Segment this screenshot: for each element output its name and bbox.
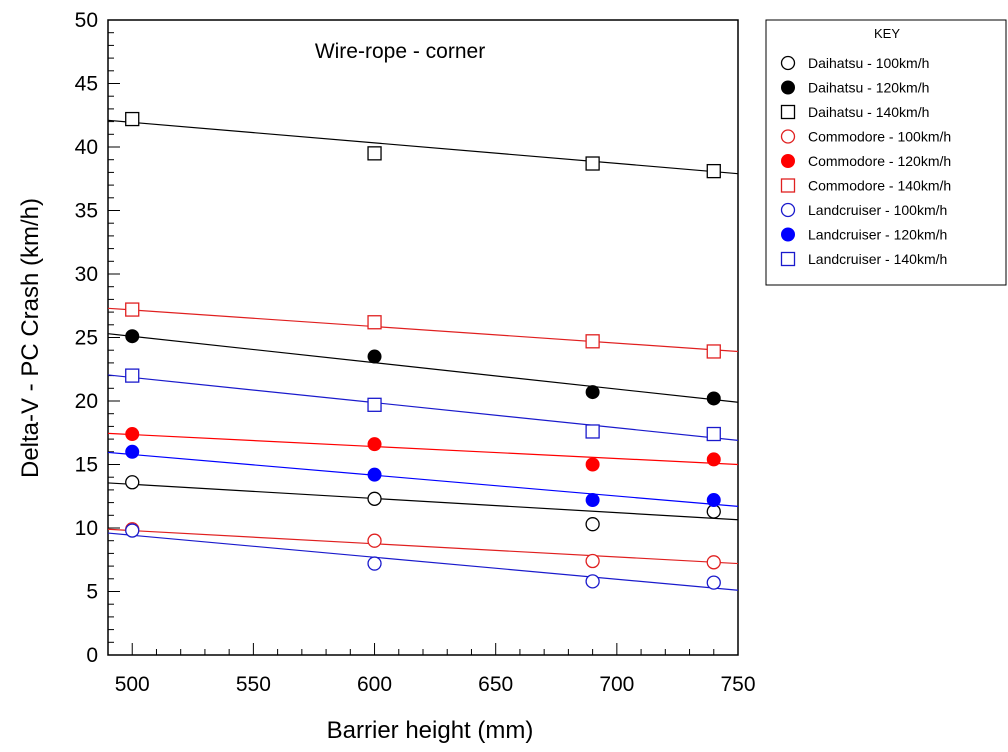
legend-label: Commodore - 140km/h <box>808 178 951 194</box>
fit-line <box>107 451 739 508</box>
legend-marker <box>780 251 796 267</box>
legend-marker <box>781 227 795 242</box>
data-point <box>367 467 382 482</box>
x-tick-label: 750 <box>720 673 755 696</box>
data-point <box>706 344 721 359</box>
x-tick-label: 700 <box>599 673 634 696</box>
y-tick-label: 5 <box>86 581 98 604</box>
plot-area <box>107 19 739 656</box>
x-tick-label: 550 <box>236 673 271 696</box>
legend: KEY Daihatsu - 100km/h Daihatsu - 120km/h… <box>765 19 1007 286</box>
fit-line <box>107 119 739 175</box>
legend-label: Daihatsu - 100km/h <box>808 55 929 71</box>
data-point <box>367 146 382 161</box>
data-point <box>125 111 140 127</box>
y-tick-label: 20 <box>75 390 98 413</box>
data-point <box>585 493 600 508</box>
data-point <box>367 315 382 330</box>
legend-marker <box>781 80 795 95</box>
y-tick-label: 25 <box>75 327 98 350</box>
data-point <box>367 437 382 452</box>
data-point <box>125 427 140 442</box>
fit-line <box>107 532 739 591</box>
y-axis: 0 5 10 15 20 25 30 35 40 45 50 <box>75 9 120 667</box>
x-tick-label: 600 <box>357 673 392 696</box>
x-axis-title: Barrier height (mm) <box>327 717 534 744</box>
legend-marker <box>780 202 796 218</box>
y-axis-title: Delta-V - PC Crash (km/h) <box>17 198 44 478</box>
plot-frame <box>107 19 739 656</box>
data-point <box>367 491 382 506</box>
fit-line <box>107 528 739 565</box>
y-tick-label: 45 <box>75 73 98 96</box>
y-tick-label: 35 <box>75 200 98 223</box>
data-point <box>367 349 382 364</box>
data-point <box>585 457 600 472</box>
fit-line <box>107 432 739 466</box>
data-point <box>585 385 600 400</box>
fit-lines <box>107 119 739 591</box>
legend-marker <box>780 178 796 193</box>
data-point <box>706 493 721 508</box>
x-tick-label: 500 <box>115 673 150 696</box>
legend-marker <box>780 129 796 144</box>
legend-marker <box>781 154 795 168</box>
fit-line <box>107 307 739 353</box>
data-point <box>585 334 600 349</box>
data-point <box>706 555 721 570</box>
legend-label: Landcruiser - 120km/h <box>808 227 947 243</box>
data-point <box>706 391 721 406</box>
legend-label: Commodore - 100km/h <box>808 129 951 145</box>
legend-box <box>765 19 1007 286</box>
chart-title: Wire-rope - corner <box>315 40 485 63</box>
data-point <box>706 426 721 442</box>
data-markers <box>125 111 721 590</box>
data-point <box>706 163 721 179</box>
data-point <box>125 475 140 490</box>
data-point <box>367 556 382 571</box>
data-point <box>367 397 382 412</box>
x-tick-label: 650 <box>478 673 513 696</box>
data-point <box>585 553 600 569</box>
legend-label: Landcruiser - 100km/h <box>808 202 947 218</box>
data-point <box>585 156 600 171</box>
y-tick-label: 10 <box>75 517 98 540</box>
data-point <box>367 533 382 548</box>
data-point <box>585 424 600 439</box>
data-point <box>125 368 140 383</box>
legend-label: Daihatsu - 120km/h <box>808 80 929 96</box>
fit-line <box>107 374 739 441</box>
y-tick-label: 0 <box>86 644 98 667</box>
data-point <box>125 444 140 459</box>
y-tick-label: 15 <box>75 454 98 477</box>
x-axis: 500 550 600 650 700 750 <box>107 643 756 696</box>
data-point <box>125 302 140 317</box>
legend-items: Daihatsu - 100km/h Daihatsu - 120km/h Daih… <box>780 55 951 267</box>
y-tick-label: 30 <box>75 263 98 286</box>
y-tick-label: 40 <box>75 136 98 159</box>
data-point <box>125 329 140 344</box>
legend-label: Landcruiser - 140km/h <box>808 251 947 267</box>
legend-label: Daihatsu - 140km/h <box>808 104 929 120</box>
data-point <box>585 517 600 532</box>
data-point <box>125 523 140 538</box>
legend-title: KEY <box>874 26 900 41</box>
data-point <box>585 574 600 589</box>
legend-label: Commodore - 120km/h <box>808 153 951 169</box>
data-point <box>706 575 721 590</box>
data-point <box>706 452 721 467</box>
y-tick-label: 50 <box>75 9 98 32</box>
fit-line <box>107 482 739 521</box>
legend-marker <box>780 55 796 71</box>
legend-marker <box>780 104 796 120</box>
fit-line <box>107 333 739 403</box>
